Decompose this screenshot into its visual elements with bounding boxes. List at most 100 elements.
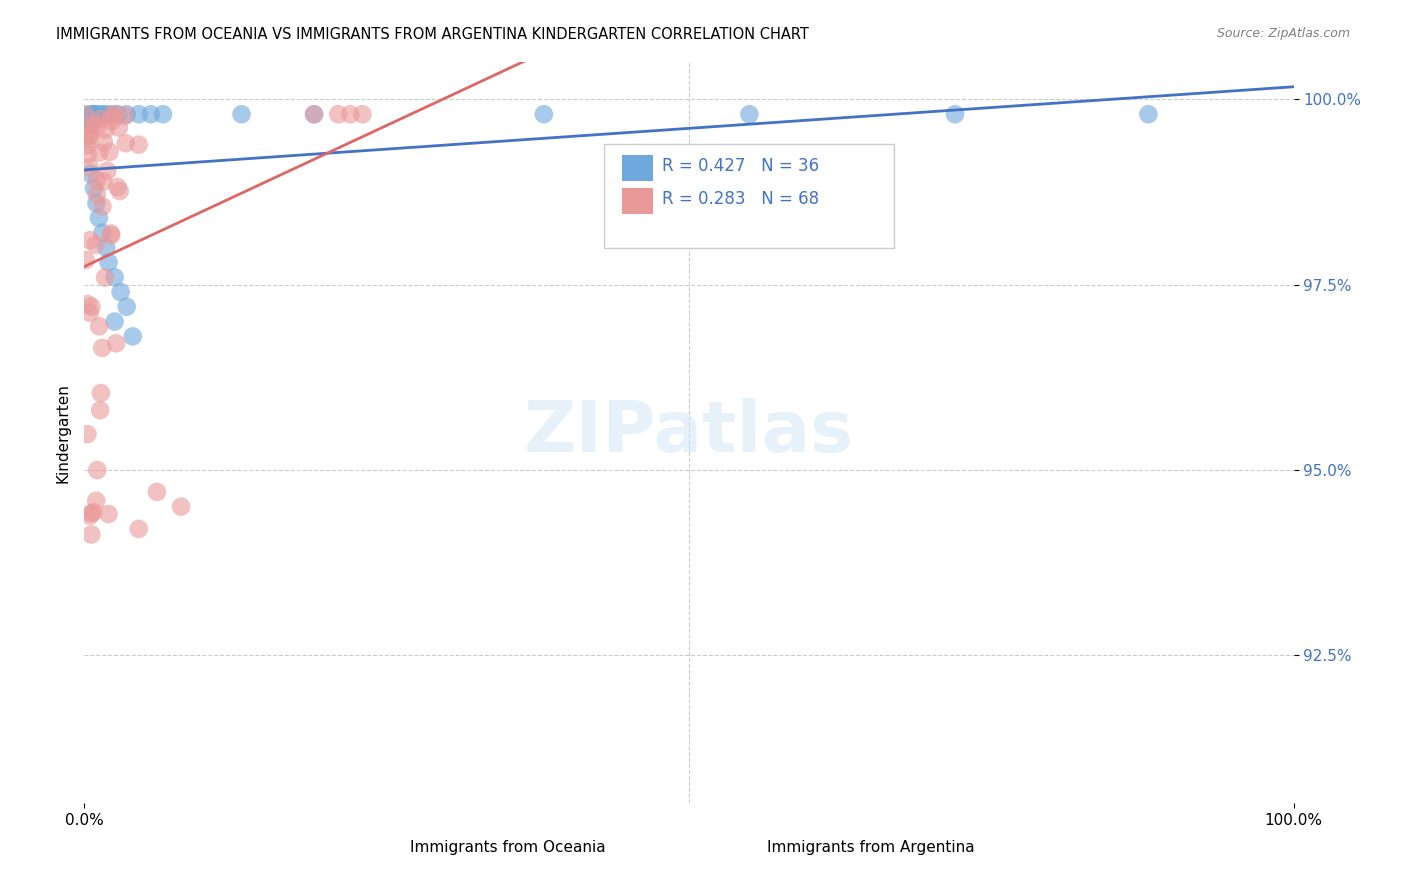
Immigrants from Argentina bbox=[93, 135, 115, 149]
Immigrants from Argentina bbox=[89, 319, 111, 334]
Immigrants from Argentina bbox=[328, 107, 350, 121]
Immigrants from Argentina bbox=[105, 336, 128, 351]
Immigrants from Argentina bbox=[90, 386, 112, 401]
Immigrants from Oceania bbox=[128, 107, 150, 121]
Immigrants from Argentina bbox=[108, 184, 131, 198]
FancyBboxPatch shape bbox=[605, 144, 894, 247]
Immigrants from Argentina bbox=[114, 136, 136, 151]
Circle shape bbox=[363, 840, 387, 855]
Immigrants from Argentina bbox=[108, 120, 131, 135]
Text: IMMIGRANTS FROM OCEANIA VS IMMIGRANTS FROM ARGENTINA KINDERGARTEN CORRELATION CH: IMMIGRANTS FROM OCEANIA VS IMMIGRANTS FR… bbox=[56, 27, 808, 42]
Immigrants from Argentina bbox=[146, 484, 169, 499]
Immigrants from Argentina bbox=[79, 306, 101, 320]
Immigrants from Argentina bbox=[96, 163, 118, 178]
Immigrants from Argentina bbox=[76, 297, 98, 311]
Immigrants from Argentina bbox=[352, 107, 374, 121]
Text: R = 0.283   N = 68: R = 0.283 N = 68 bbox=[662, 190, 820, 209]
Immigrants from Argentina bbox=[76, 138, 98, 153]
Immigrants from Argentina bbox=[79, 233, 101, 247]
Immigrants from Oceania bbox=[82, 107, 104, 121]
Immigrants from Argentina bbox=[100, 227, 122, 241]
Immigrants from Oceania bbox=[104, 270, 127, 285]
Immigrants from Oceania bbox=[91, 107, 114, 121]
Immigrants from Oceania bbox=[115, 107, 138, 121]
Immigrants from Argentina bbox=[128, 137, 150, 152]
Immigrants from Oceania bbox=[79, 166, 101, 180]
Text: Source: ZipAtlas.com: Source: ZipAtlas.com bbox=[1216, 27, 1350, 40]
Immigrants from Argentina bbox=[94, 270, 117, 285]
Immigrants from Oceania bbox=[97, 255, 120, 269]
Immigrants from Argentina bbox=[93, 175, 115, 189]
Immigrants from Oceania bbox=[738, 107, 761, 121]
Immigrants from Argentina bbox=[82, 117, 104, 131]
Immigrants from Oceania bbox=[1137, 107, 1160, 121]
Immigrants from Oceania bbox=[110, 285, 132, 299]
Immigrants from Oceania bbox=[83, 107, 105, 121]
Immigrants from Argentina bbox=[98, 145, 121, 159]
Circle shape bbox=[725, 840, 749, 855]
Immigrants from Oceania bbox=[104, 314, 127, 328]
Text: ZIPatlas: ZIPatlas bbox=[524, 398, 853, 467]
Immigrants from Argentina bbox=[104, 107, 127, 121]
Text: R = 0.427   N = 36: R = 0.427 N = 36 bbox=[662, 157, 820, 175]
FancyBboxPatch shape bbox=[623, 155, 652, 181]
Immigrants from Argentina bbox=[80, 300, 103, 314]
Immigrants from Oceania bbox=[231, 107, 253, 121]
Immigrants from Argentina bbox=[75, 108, 97, 122]
Immigrants from Oceania bbox=[76, 114, 98, 128]
Immigrants from Argentina bbox=[100, 228, 122, 243]
Immigrants from Argentina bbox=[86, 187, 108, 202]
Immigrants from Argentina bbox=[86, 463, 108, 477]
FancyBboxPatch shape bbox=[623, 188, 652, 214]
Immigrants from Argentina bbox=[100, 109, 122, 123]
Immigrants from Oceania bbox=[75, 107, 97, 121]
Immigrants from Oceania bbox=[86, 107, 108, 121]
Immigrants from Argentina bbox=[91, 199, 114, 213]
Immigrants from Oceania bbox=[152, 107, 174, 121]
Immigrants from Oceania bbox=[87, 107, 110, 121]
Immigrants from Argentina bbox=[170, 500, 193, 514]
Immigrants from Oceania bbox=[91, 226, 114, 240]
Immigrants from Oceania bbox=[80, 107, 103, 121]
Immigrants from Argentina bbox=[84, 493, 107, 508]
Immigrants from Argentina bbox=[94, 122, 117, 136]
Immigrants from Oceania bbox=[115, 300, 138, 314]
Immigrants from Argentina bbox=[114, 109, 136, 123]
Immigrants from Oceania bbox=[77, 114, 100, 128]
Y-axis label: Kindergarten: Kindergarten bbox=[55, 383, 70, 483]
Immigrants from Argentina bbox=[77, 128, 100, 143]
Immigrants from Argentina bbox=[302, 107, 325, 121]
Immigrants from Argentina bbox=[82, 505, 104, 519]
Immigrants from Oceania bbox=[100, 107, 122, 121]
Immigrants from Argentina bbox=[84, 237, 107, 252]
Immigrants from Oceania bbox=[107, 107, 129, 121]
Immigrants from Oceania bbox=[94, 107, 117, 121]
Immigrants from Argentina bbox=[77, 147, 100, 161]
Immigrants from Oceania bbox=[943, 107, 966, 121]
Immigrants from Oceania bbox=[77, 114, 100, 128]
Immigrants from Oceania bbox=[94, 240, 117, 254]
Immigrants from Oceania bbox=[87, 211, 110, 225]
Immigrants from Argentina bbox=[75, 253, 97, 268]
Text: Immigrants from Argentina: Immigrants from Argentina bbox=[766, 839, 974, 855]
Immigrants from Argentina bbox=[86, 119, 108, 133]
Immigrants from Argentina bbox=[89, 112, 111, 127]
Immigrants from Oceania bbox=[83, 181, 105, 195]
Immigrants from Argentina bbox=[101, 114, 124, 128]
Immigrants from Argentina bbox=[89, 403, 111, 417]
Text: Immigrants from Oceania: Immigrants from Oceania bbox=[409, 839, 606, 855]
Immigrants from Argentina bbox=[89, 145, 111, 160]
Immigrants from Argentina bbox=[76, 427, 98, 442]
Immigrants from Oceania bbox=[86, 196, 108, 211]
Immigrants from Argentina bbox=[128, 522, 150, 536]
Immigrants from Argentina bbox=[79, 508, 101, 523]
Immigrants from Argentina bbox=[86, 173, 108, 187]
Immigrants from Argentina bbox=[80, 527, 103, 541]
Immigrants from Argentina bbox=[80, 507, 103, 521]
Immigrants from Argentina bbox=[75, 132, 97, 146]
Immigrants from Argentina bbox=[91, 341, 114, 355]
Immigrants from Argentina bbox=[79, 125, 101, 139]
Immigrants from Argentina bbox=[97, 507, 120, 521]
Immigrants from Oceania bbox=[121, 329, 143, 343]
Immigrants from Oceania bbox=[139, 107, 162, 121]
